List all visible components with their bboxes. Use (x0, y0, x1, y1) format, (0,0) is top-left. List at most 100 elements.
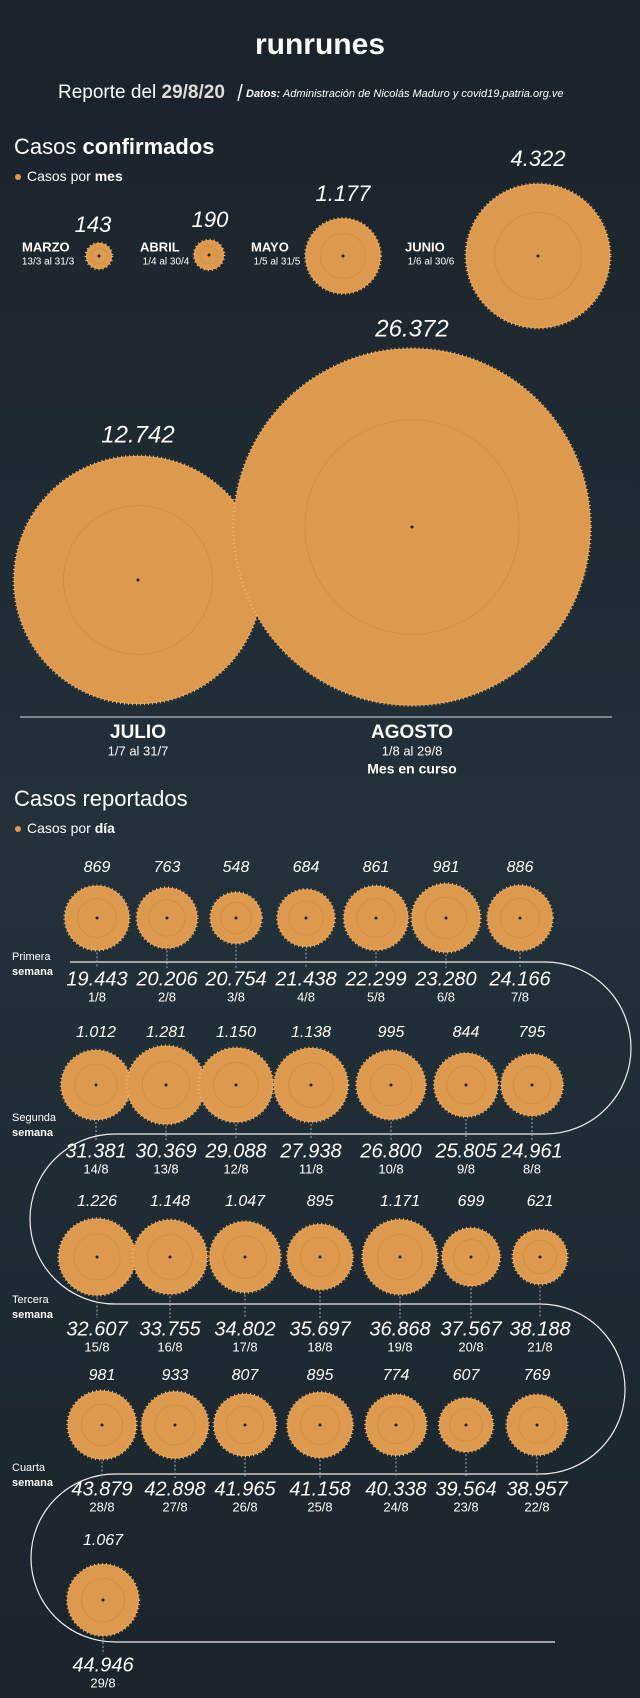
day-total: 44.946 (72, 1654, 134, 1676)
bubble-ring (148, 899, 186, 937)
bubble-ring (518, 1406, 556, 1444)
bubble-ring (199, 245, 219, 265)
bubble-ring (90, 247, 108, 265)
day-total: 20.206 (135, 968, 198, 990)
day-date: 8/8 (523, 1161, 541, 1176)
day-total: 20.754 (204, 968, 266, 990)
legend-dot (15, 174, 21, 180)
day-total: 27.938 (279, 1140, 341, 1162)
section-title: Casos confirmados (14, 134, 215, 159)
bubble-ring (154, 1404, 196, 1446)
month-note: Mes en curso (367, 761, 456, 777)
day-value: 607 (453, 1367, 481, 1384)
month-name: ABRIL (140, 239, 180, 254)
month-value: 12.742 (101, 421, 174, 448)
month-value: 190 (192, 207, 229, 232)
center-dot (136, 578, 140, 582)
center-dot (518, 916, 522, 920)
center-dot (207, 253, 211, 257)
day-value: 886 (507, 859, 534, 876)
month-value: 1.177 (315, 181, 371, 206)
report-title: Reporte del 29/8/20 (58, 82, 225, 103)
day-date: 3/8 (227, 989, 245, 1004)
day-date: 19/8 (387, 1339, 412, 1354)
day-total: 41.158 (289, 1478, 350, 1500)
day-date: 1/8 (88, 989, 106, 1004)
day-total: 23.280 (414, 968, 476, 990)
day-value: 1.012 (76, 1024, 116, 1041)
day-date: 24/8 (383, 1499, 408, 1514)
day-date: 23/8 (453, 1499, 478, 1514)
day-date: 4/8 (297, 989, 315, 1004)
center-dot (374, 916, 378, 920)
center-dot (94, 1083, 98, 1087)
day-value: 895 (307, 1367, 334, 1384)
day-total: 34.802 (214, 1318, 275, 1340)
month-value: 143 (75, 212, 112, 237)
day-value: 807 (232, 1367, 260, 1384)
bubble-ring (425, 897, 467, 939)
source: Datos: Administración de Nicolás Maduro … (246, 88, 564, 100)
day-value: 774 (383, 1367, 410, 1384)
day-value: 981 (433, 859, 460, 876)
source-label: Datos: (246, 88, 281, 100)
center-dot (536, 254, 540, 258)
day-value: 548 (223, 859, 250, 876)
bubble-ring (377, 1234, 423, 1280)
week-label-bold: semana (12, 1309, 54, 1321)
day-date: 16/8 (157, 1339, 182, 1354)
day-total: 22.299 (344, 968, 406, 990)
logo: runrunes (255, 28, 385, 61)
day-date: 13/8 (153, 1161, 178, 1176)
day-value: 1.281 (146, 1024, 186, 1041)
day-total: 26.800 (359, 1140, 421, 1162)
center-dot (341, 254, 345, 258)
bubble-ring (63, 505, 213, 655)
day-date: 27/8 (162, 1499, 187, 1514)
bubble-ring (74, 1063, 118, 1107)
timeline-path (29, 961, 632, 1643)
bubble-ring (81, 1578, 125, 1622)
bubble-ring (523, 1240, 557, 1274)
day-value: 1.138 (291, 1024, 331, 1041)
day-date: 29/8 (90, 1675, 115, 1690)
day-total: 21.438 (274, 968, 336, 990)
center-dot (538, 1255, 542, 1259)
bubble-ring (494, 212, 582, 300)
day-total: 39.564 (435, 1478, 496, 1500)
day-value: 981 (89, 1367, 116, 1384)
month-name: JUNIO (405, 239, 445, 254)
day-value: 1.171 (380, 1193, 420, 1210)
title-prefix: Casos (14, 134, 76, 159)
bubble-ring (446, 1065, 486, 1105)
center-dot (165, 916, 169, 920)
center-dot (234, 916, 238, 920)
report-date: 29/8/20 (162, 82, 225, 103)
day-total: 31.381 (65, 1140, 126, 1162)
bubble-ring (147, 1234, 193, 1280)
center-dot (243, 1423, 247, 1427)
day-date: 21/8 (527, 1339, 552, 1354)
bubble-ring (77, 898, 117, 938)
day-value: 869 (84, 859, 111, 876)
week-label-bold: semana (12, 1477, 54, 1489)
center-dot (410, 525, 414, 529)
day-value: 684 (293, 859, 320, 876)
center-dot (164, 1083, 168, 1087)
center-dot (95, 1255, 99, 1259)
bubble-ring (449, 1408, 483, 1442)
day-total: 36.868 (369, 1318, 430, 1340)
bubble-ring (81, 1404, 123, 1446)
center-dot (173, 1423, 177, 1427)
bubble-ring (304, 419, 520, 635)
day-value: 861 (363, 859, 390, 876)
day-date: 15/8 (84, 1339, 109, 1354)
bubble-ring (142, 1061, 190, 1109)
day-total: 30.369 (135, 1140, 196, 1162)
month-range: 1/6 al 30/6 (408, 257, 455, 268)
center-dot (464, 1083, 468, 1087)
legend: Casos por día (27, 820, 115, 836)
day-date: 28/8 (89, 1499, 114, 1514)
